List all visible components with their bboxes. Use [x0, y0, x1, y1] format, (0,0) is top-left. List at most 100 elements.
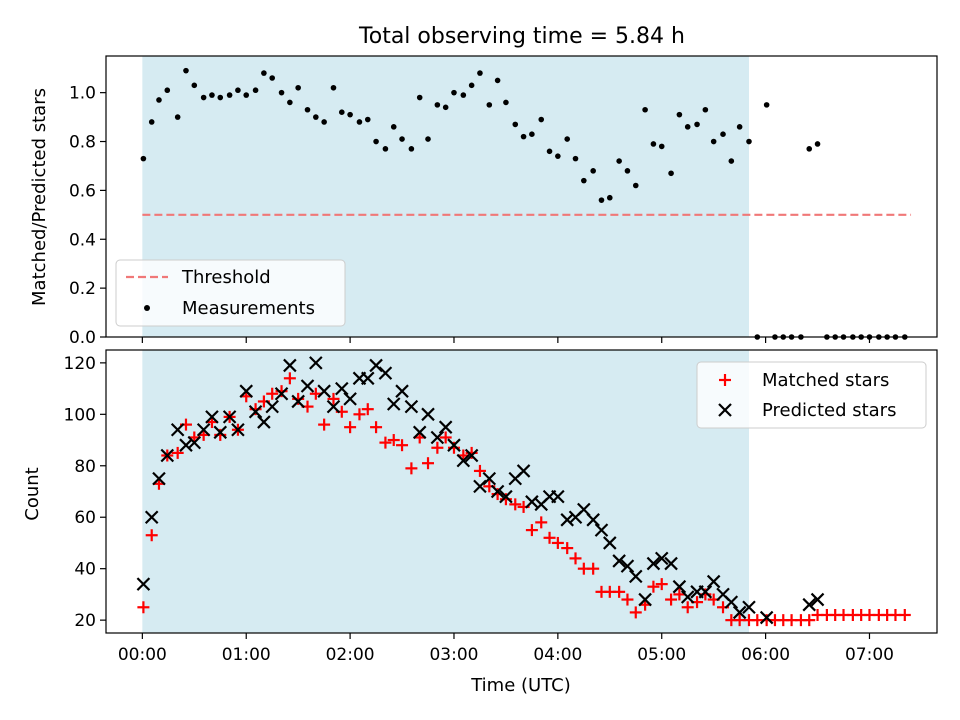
measurement-point — [590, 168, 596, 174]
predicted-stars-point — [742, 600, 756, 615]
ratio-panel-frame — [105, 55, 938, 338]
y-tick-label: 0.2 — [69, 279, 96, 299]
legend-matched-swatch — [719, 374, 731, 386]
measurement-point — [330, 84, 337, 91]
legend-predicted-swatch — [718, 403, 732, 417]
measurement-point — [468, 82, 475, 89]
predicted-stars-point — [265, 399, 279, 414]
y-tick-label: 80 — [74, 457, 96, 477]
predicted-stars-point — [551, 489, 565, 504]
measurement-point — [642, 106, 648, 113]
predicted-stars-point — [222, 410, 237, 424]
matched-stars-point — [361, 403, 374, 416]
predicted-stars-point — [430, 430, 445, 445]
measurement-point — [520, 133, 527, 140]
legend-predicted-label: Predicted stars — [762, 400, 896, 421]
measurement-point — [148, 119, 155, 125]
predicted-stars-point — [672, 579, 687, 594]
predicted-stars-point — [810, 592, 825, 607]
x-tick-label: 06:00 — [741, 645, 790, 665]
predicted-stars-point — [335, 381, 349, 396]
predicted-stars-point — [395, 384, 409, 398]
measurement-point — [736, 124, 743, 130]
matched-stars-point — [422, 457, 435, 470]
predicted-stars-point — [438, 420, 453, 434]
measurement-point — [442, 104, 449, 111]
predicted-stars-point — [326, 399, 341, 414]
measurement-point — [702, 106, 709, 113]
matched-stars-point — [379, 436, 392, 449]
matched-stars-point — [439, 431, 452, 444]
measurement-point — [364, 116, 371, 123]
predicted-stars-point — [638, 592, 652, 607]
measurement-point — [650, 141, 657, 147]
matched-stars-point — [318, 418, 331, 431]
matched-stars-point — [509, 498, 522, 511]
measurement-point — [684, 124, 691, 130]
measurement-point — [174, 114, 181, 120]
counts-panel: 00:00 01:00 02:00 03:00 04:00 05:00 06:00 07:00… — [22, 349, 938, 696]
measurement-point — [632, 182, 639, 189]
measurement-point — [399, 136, 405, 142]
predicted-stars-point — [759, 610, 774, 625]
measurement-point — [555, 153, 561, 159]
legend-measurements-swatch — [144, 305, 150, 311]
measurement-point — [278, 89, 285, 96]
measurement-point — [164, 87, 171, 94]
matched-stars-point — [353, 408, 366, 421]
predicted-stars-point — [205, 410, 219, 424]
predicted-stars-point — [612, 554, 626, 568]
matched-stars-point — [266, 387, 279, 400]
x-tick-label: 07:00 — [845, 645, 894, 665]
predicted-stars-point — [179, 438, 193, 452]
measurement-point — [746, 138, 752, 145]
matched-stars-point — [171, 446, 184, 459]
measurement-point — [710, 138, 717, 145]
measurement-point — [382, 146, 389, 152]
measurement-point — [720, 131, 726, 137]
matched-stars-point — [473, 464, 486, 477]
measurement-point — [269, 75, 276, 81]
measurement-point — [425, 136, 431, 142]
measurement-point — [226, 92, 233, 98]
matched-stars-point — [283, 372, 296, 385]
predicted-stars-point — [360, 371, 375, 386]
measurement-point — [416, 94, 423, 101]
predicted-stars-point — [196, 422, 211, 437]
predicted-stars-point — [586, 513, 600, 527]
matched-stars-point — [387, 434, 400, 447]
matched-stars-point — [535, 516, 548, 529]
predicted-stars-point — [187, 435, 202, 450]
measurement-point — [390, 124, 397, 130]
measurement-point — [668, 170, 674, 177]
measurement-point — [217, 94, 224, 101]
measurement-point — [658, 143, 665, 150]
measurement-point — [814, 141, 821, 147]
predicted-stars-point — [160, 448, 175, 463]
legend-matched-label: Matched stars — [762, 370, 889, 391]
measurement-point — [606, 194, 613, 201]
measurement-point — [434, 102, 441, 108]
chart-title: Total observing time = 5.84 h — [358, 24, 685, 49]
measurement-point — [806, 146, 813, 152]
predicted-stars-point — [309, 356, 323, 370]
y-tick-label: 0.8 — [69, 133, 96, 153]
matched-stars-point — [803, 614, 816, 627]
matched-stars-point — [665, 593, 678, 606]
measurement-point — [512, 121, 519, 128]
measurement-point — [564, 136, 571, 142]
matched-stars-point — [587, 562, 600, 575]
measurement-point — [598, 197, 605, 203]
measurement-point — [460, 92, 467, 98]
predicted-stars-point — [628, 569, 643, 584]
matched-stars-point — [898, 608, 911, 621]
x-tick-label: 00:00 — [118, 645, 167, 665]
matched-stars-point — [137, 601, 150, 614]
predicted-stars-point — [300, 379, 315, 393]
y-tick-label: 100 — [64, 405, 96, 425]
ratio-panel-legend: Threshold Measurements — [115, 259, 346, 327]
predicted-stars-point — [386, 397, 401, 411]
measurement-point — [624, 168, 631, 174]
predicted-stars-point — [680, 590, 695, 604]
matched-stars-point — [344, 421, 357, 434]
